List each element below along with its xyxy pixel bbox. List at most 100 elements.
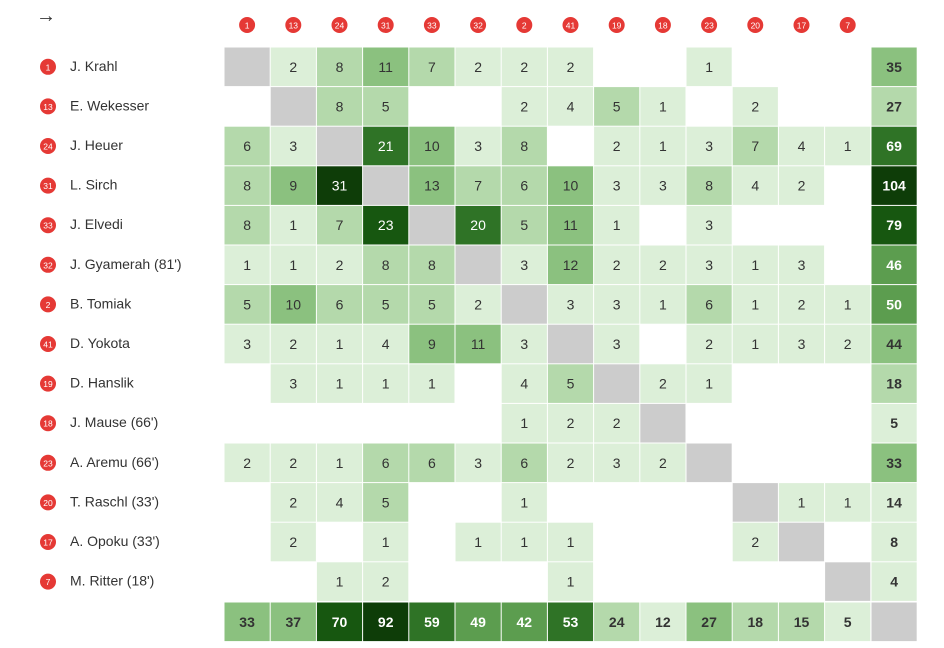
matrix-cell-value: 3	[798, 257, 806, 273]
matrix-cell	[640, 443, 686, 483]
matrix-cell	[732, 245, 778, 285]
matrix-cell-value: 8	[336, 59, 344, 75]
column-total-cell	[547, 602, 594, 642]
matrix-cell	[316, 483, 363, 522]
row-total-cell	[871, 562, 917, 601]
column-total-value: 42	[517, 614, 533, 630]
matrix-cell-value: 12	[563, 257, 579, 273]
matrix-cell-value: 1	[289, 257, 297, 273]
column-badge-number: 18	[658, 21, 668, 31]
matrix-cell-value: 2	[659, 257, 667, 273]
matrix-cell-value: 3	[659, 178, 667, 194]
row-badge-icon	[40, 534, 56, 550]
pass-direction-arrow: →	[36, 5, 56, 27]
matrix-cell	[455, 47, 501, 87]
column-total-value: 59	[424, 614, 440, 630]
matrix-cell	[594, 166, 640, 205]
matrix-cell-value: 1	[798, 494, 806, 510]
column-badge-icon	[562, 17, 579, 33]
column-total-cell	[686, 602, 732, 642]
row-badge-number: 24	[43, 142, 53, 152]
matrix-cell	[316, 443, 363, 483]
matrix-cell	[224, 285, 270, 324]
matrix-cell-value: 21	[378, 138, 394, 154]
matrix-cell-value: 2	[567, 59, 575, 75]
matrix-cell	[547, 87, 594, 126]
matrix-cell	[501, 483, 547, 522]
row-total-value: 50	[886, 296, 902, 312]
column-badge-number: 7	[845, 21, 850, 31]
row-total-cell	[871, 443, 917, 483]
matrix-cell	[270, 245, 316, 285]
matrix-cell-value: 8	[336, 98, 344, 114]
matrix-cell-value: 2	[520, 98, 528, 114]
matrix-cell-value: 11	[563, 217, 578, 233]
matrix-cell	[316, 562, 363, 601]
column-total-value: 5	[844, 614, 852, 630]
player-name-label: J. Heuer	[70, 137, 123, 153]
diagonal-cell	[270, 87, 316, 126]
matrix-cell	[270, 443, 316, 483]
matrix-cell-value: 11	[378, 59, 393, 75]
column-total-value: 53	[563, 614, 579, 630]
matrix-cell	[270, 364, 316, 403]
row-badge-number: 18	[43, 419, 53, 429]
matrix-cell	[825, 126, 871, 166]
player-name-label: D. Yokota	[70, 335, 130, 351]
matrix-cell-value: 1	[705, 376, 713, 392]
diagonal-cell	[501, 285, 547, 324]
matrix-cell	[594, 403, 640, 443]
matrix-cell-value: 2	[474, 59, 482, 75]
matrix-cell	[501, 245, 547, 285]
diagonal-cell	[316, 126, 363, 166]
matrix-cell	[455, 166, 501, 205]
matrix-cell-value: 1	[474, 534, 482, 550]
row-total-value: 5	[890, 415, 898, 431]
matrix-cell-value: 2	[613, 138, 621, 154]
column-total-cell	[640, 602, 686, 642]
matrix-cell	[547, 47, 594, 87]
row-badge-icon	[40, 375, 56, 392]
column-total-cell	[363, 602, 409, 642]
diagonal-cell	[778, 522, 825, 562]
row-total-value: 35	[886, 59, 902, 75]
matrix-cell-value: 2	[567, 415, 575, 431]
matrix-cell	[270, 47, 316, 87]
row-badge-icon	[40, 415, 56, 432]
matrix-cell-value: 1	[659, 98, 667, 114]
row-total-value: 69	[886, 138, 902, 154]
row-badge-icon	[40, 296, 56, 313]
column-badge-number: 23	[704, 21, 714, 31]
matrix-cell	[778, 126, 825, 166]
column-badge-icon	[331, 17, 348, 33]
player-name-label: E. Wekesser	[70, 97, 149, 113]
matrix-cell	[270, 483, 316, 522]
matrix-cell-value: 3	[289, 138, 297, 154]
column-badge-number: 19	[612, 21, 622, 31]
diagonal-cell	[686, 443, 732, 483]
column-total-value: 18	[748, 614, 764, 630]
matrix-cell	[686, 285, 732, 324]
row-total-cell	[871, 166, 917, 205]
row-total-cell	[871, 205, 917, 245]
row-badge-number: 20	[43, 498, 53, 508]
matrix-cell-value: 1	[751, 336, 759, 352]
matrix-cell-value: 2	[751, 534, 759, 550]
matrix-cell-value: 5	[243, 296, 251, 312]
matrix-cell	[640, 245, 686, 285]
row-badge-number: 17	[43, 538, 53, 548]
matrix-cell	[270, 285, 316, 324]
column-total-value: 92	[378, 614, 394, 630]
matrix-cell-value: 3	[520, 257, 528, 273]
row-total-value: 79	[886, 217, 902, 233]
matrix-cell	[732, 324, 778, 364]
matrix-cell-value: 3	[613, 178, 621, 194]
matrix-cell-value: 11	[471, 336, 486, 352]
matrix-cell-value: 2	[844, 336, 852, 352]
column-total-value: 12	[655, 614, 671, 630]
matrix-cell	[501, 443, 547, 483]
column-badge-icon	[793, 17, 810, 33]
matrix-cell-value: 3	[613, 296, 621, 312]
matrix-cell	[640, 166, 686, 205]
